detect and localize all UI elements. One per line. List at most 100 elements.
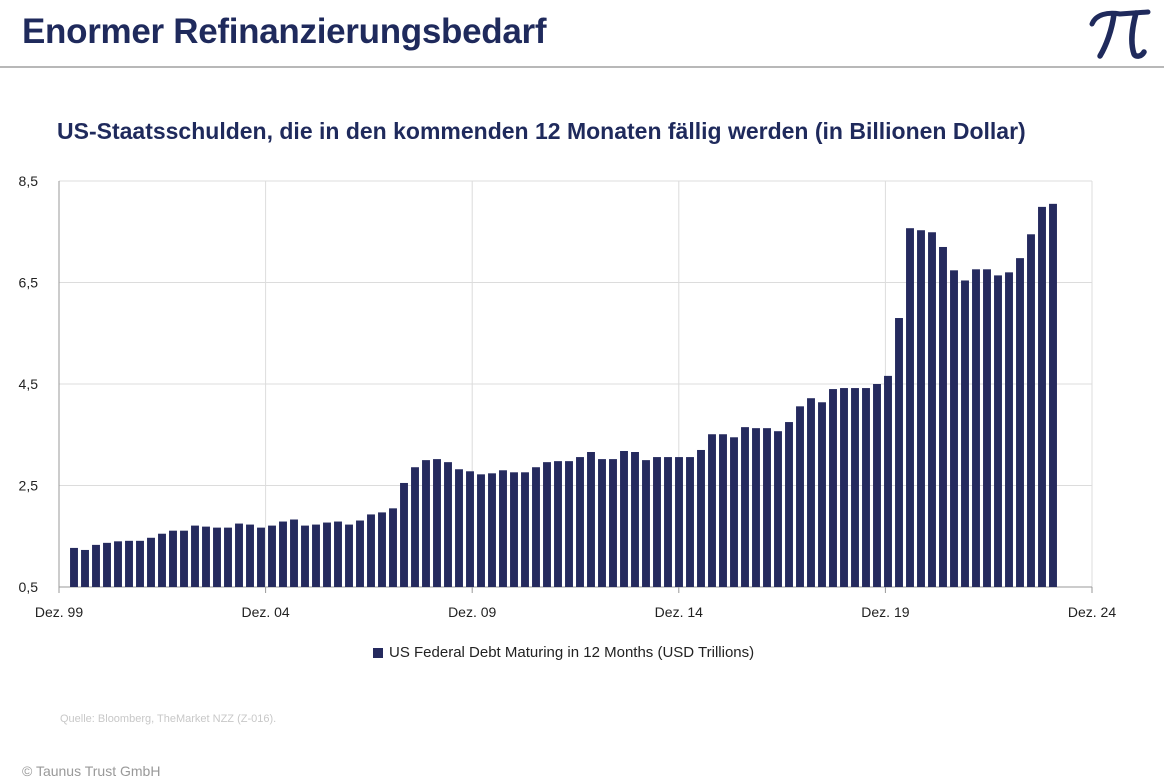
bar <box>389 508 397 587</box>
copyright: © Taunus Trust GmbH <box>22 763 161 779</box>
page-title: Enormer Refinanzierungsbedarf <box>22 12 547 51</box>
bar <box>169 530 177 587</box>
bar <box>235 523 243 587</box>
bar <box>1038 206 1046 587</box>
bar <box>290 519 298 587</box>
bar <box>279 521 287 587</box>
bar <box>598 459 606 587</box>
bar <box>972 269 980 587</box>
bar <box>422 460 430 587</box>
bar <box>136 540 144 587</box>
y-tick-label: 6,5 <box>19 275 39 291</box>
bar <box>763 428 771 587</box>
bar <box>521 472 529 587</box>
bar <box>708 434 716 587</box>
bar <box>796 406 804 587</box>
x-tick-label: Dez. 09 <box>448 604 496 620</box>
bar <box>774 431 782 587</box>
bar <box>356 520 364 587</box>
bar <box>664 457 672 587</box>
bar <box>257 527 265 587</box>
bar <box>1027 234 1035 587</box>
bar <box>543 462 551 587</box>
bar <box>180 530 188 587</box>
bar <box>686 457 694 587</box>
bar <box>928 232 936 587</box>
bar <box>268 525 276 587</box>
bar <box>950 270 958 587</box>
bar <box>807 398 815 587</box>
bar <box>862 388 870 587</box>
bar <box>565 461 573 587</box>
bar <box>532 467 540 587</box>
bar <box>246 524 254 587</box>
bar <box>1005 272 1013 587</box>
bar <box>81 549 89 587</box>
legend-swatch <box>373 647 383 658</box>
source-note: Quelle: Bloomberg, TheMarket NZZ (Z-016)… <box>60 713 277 725</box>
chart-title: US-Staatsschulden, die in den kommenden … <box>57 118 1026 144</box>
y-tick-label: 8,5 <box>19 173 39 189</box>
bar <box>873 384 881 587</box>
bar <box>587 452 595 587</box>
bar <box>939 246 947 587</box>
bar <box>477 474 485 587</box>
bar <box>433 459 441 587</box>
bar <box>829 389 837 587</box>
bar <box>785 422 793 587</box>
bar <box>455 469 463 587</box>
bar <box>323 522 331 587</box>
bar <box>114 541 122 587</box>
bar <box>301 525 309 587</box>
bar <box>92 544 100 587</box>
x-tick-label: Dez. 24 <box>1068 604 1116 620</box>
bar <box>499 470 507 587</box>
bar <box>576 457 584 587</box>
bar <box>675 457 683 587</box>
bar <box>697 449 705 587</box>
bar <box>103 542 111 587</box>
x-tick-label: Dez. 99 <box>35 604 83 620</box>
legend-label: US Federal Debt Maturing in 12 Months (U… <box>389 644 755 661</box>
header: Enormer Refinanzierungsbedarf <box>0 0 1164 68</box>
bar <box>884 375 892 587</box>
bar <box>400 482 408 587</box>
x-tick-label: Dez. 19 <box>861 604 909 620</box>
bar <box>730 437 738 587</box>
bar <box>840 388 848 587</box>
bar <box>334 521 342 587</box>
bar <box>1016 258 1024 587</box>
bar <box>642 460 650 587</box>
y-tick-label: 4,5 <box>19 376 39 392</box>
bar <box>378 512 386 587</box>
legend: US Federal Debt Maturing in 12 Months (U… <box>373 644 754 661</box>
bar <box>719 434 727 587</box>
y-tick-label: 2,5 <box>19 478 39 494</box>
bar <box>609 459 617 587</box>
bar <box>631 452 639 587</box>
bar <box>312 524 320 587</box>
bar <box>741 427 749 587</box>
bar-chart: 0,5 2,5 4,5 6,5 8,5 Dez. 99 Dez. 04 Dez. 09 Dez.… <box>19 173 1117 620</box>
bar <box>895 318 903 587</box>
x-tick-label: Dez. 04 <box>241 604 289 620</box>
bar <box>345 524 353 587</box>
bar <box>653 457 661 587</box>
pi-logo-icon <box>1089 9 1151 59</box>
bar <box>70 547 78 587</box>
bar <box>554 461 562 587</box>
bar <box>510 472 518 587</box>
bar <box>367 514 375 587</box>
y-tick-label: 0,5 <box>19 579 39 595</box>
bar <box>906 228 914 587</box>
bar <box>752 428 760 587</box>
bar <box>917 230 925 587</box>
bar <box>202 526 210 587</box>
bar <box>224 527 232 587</box>
bar <box>147 537 155 587</box>
bar <box>191 525 199 587</box>
bar <box>213 527 221 587</box>
bar <box>488 473 496 587</box>
bar <box>818 402 826 587</box>
bar <box>1049 203 1057 587</box>
